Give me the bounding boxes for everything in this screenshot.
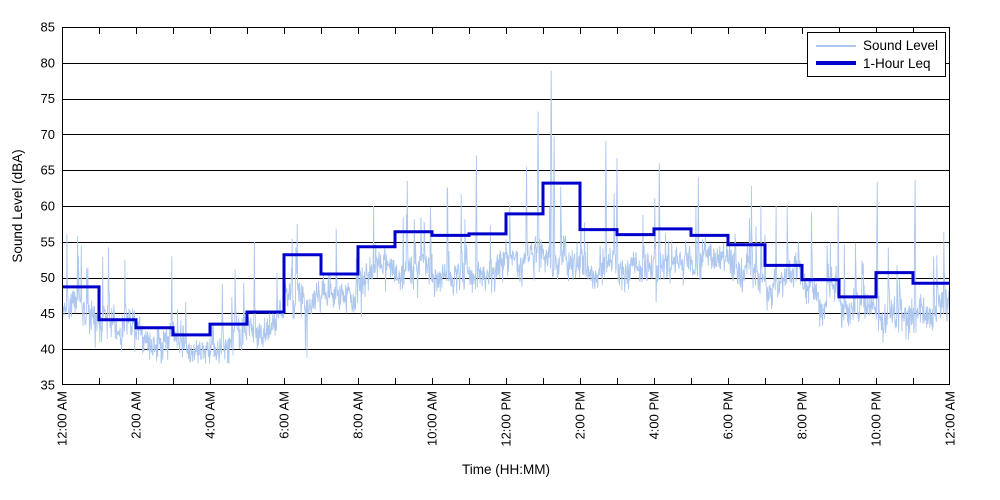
legend-label-sound-level: Sound Level bbox=[863, 38, 939, 54]
x-tick-label: 8:00 PM bbox=[795, 391, 810, 439]
plot-border bbox=[62, 27, 950, 385]
x-tick-label: 10:00 AM bbox=[425, 391, 440, 446]
leq-step-line bbox=[62, 181, 950, 337]
y-axis-title: Sound Level (dBA) bbox=[10, 149, 25, 263]
y-tick-label: 80 bbox=[41, 55, 55, 70]
x-tick-label: 12:00 AM bbox=[943, 391, 958, 446]
x-tick-label: 10:00 PM bbox=[869, 391, 884, 447]
x-tick-label: 12:00 PM bbox=[499, 391, 514, 447]
y-tick-label: 70 bbox=[41, 127, 55, 142]
legend-entry-leq: 1-Hour Leq bbox=[816, 56, 945, 71]
y-tick-label: 55 bbox=[41, 234, 55, 249]
y-tick-label: 85 bbox=[41, 20, 55, 35]
x-axis-title: Time (HH:MM) bbox=[462, 462, 550, 477]
x-tick-label: 4:00 PM bbox=[647, 391, 662, 439]
leq-line-swatch bbox=[816, 61, 856, 66]
x-tick-label: 12:00 AM bbox=[55, 391, 70, 446]
y-tick-label: 65 bbox=[41, 163, 55, 178]
y-tick-label: 50 bbox=[41, 270, 55, 285]
x-tick-label: 4:00 AM bbox=[203, 391, 218, 439]
legend: Sound Level 1-Hour Leq bbox=[807, 32, 946, 77]
y-tick-label: 45 bbox=[41, 306, 55, 321]
x-tick-label: 2:00 PM bbox=[573, 391, 588, 439]
y-tick-label: 75 bbox=[41, 91, 55, 106]
legend-label-leq: 1-Hour Leq bbox=[863, 55, 931, 71]
y-tick-label: 35 bbox=[41, 378, 55, 393]
x-tick-label: 6:00 AM bbox=[277, 391, 292, 439]
y-tick-label: 60 bbox=[41, 199, 55, 214]
legend-entry-sound-level: Sound Level bbox=[816, 38, 945, 53]
x-tick-label: 2:00 AM bbox=[129, 391, 144, 439]
y-tick-label: 40 bbox=[41, 342, 55, 357]
x-tick-label: 6:00 PM bbox=[721, 391, 736, 439]
x-tick-label: 8:00 AM bbox=[351, 391, 366, 439]
sound-level-line-swatch bbox=[816, 44, 856, 47]
